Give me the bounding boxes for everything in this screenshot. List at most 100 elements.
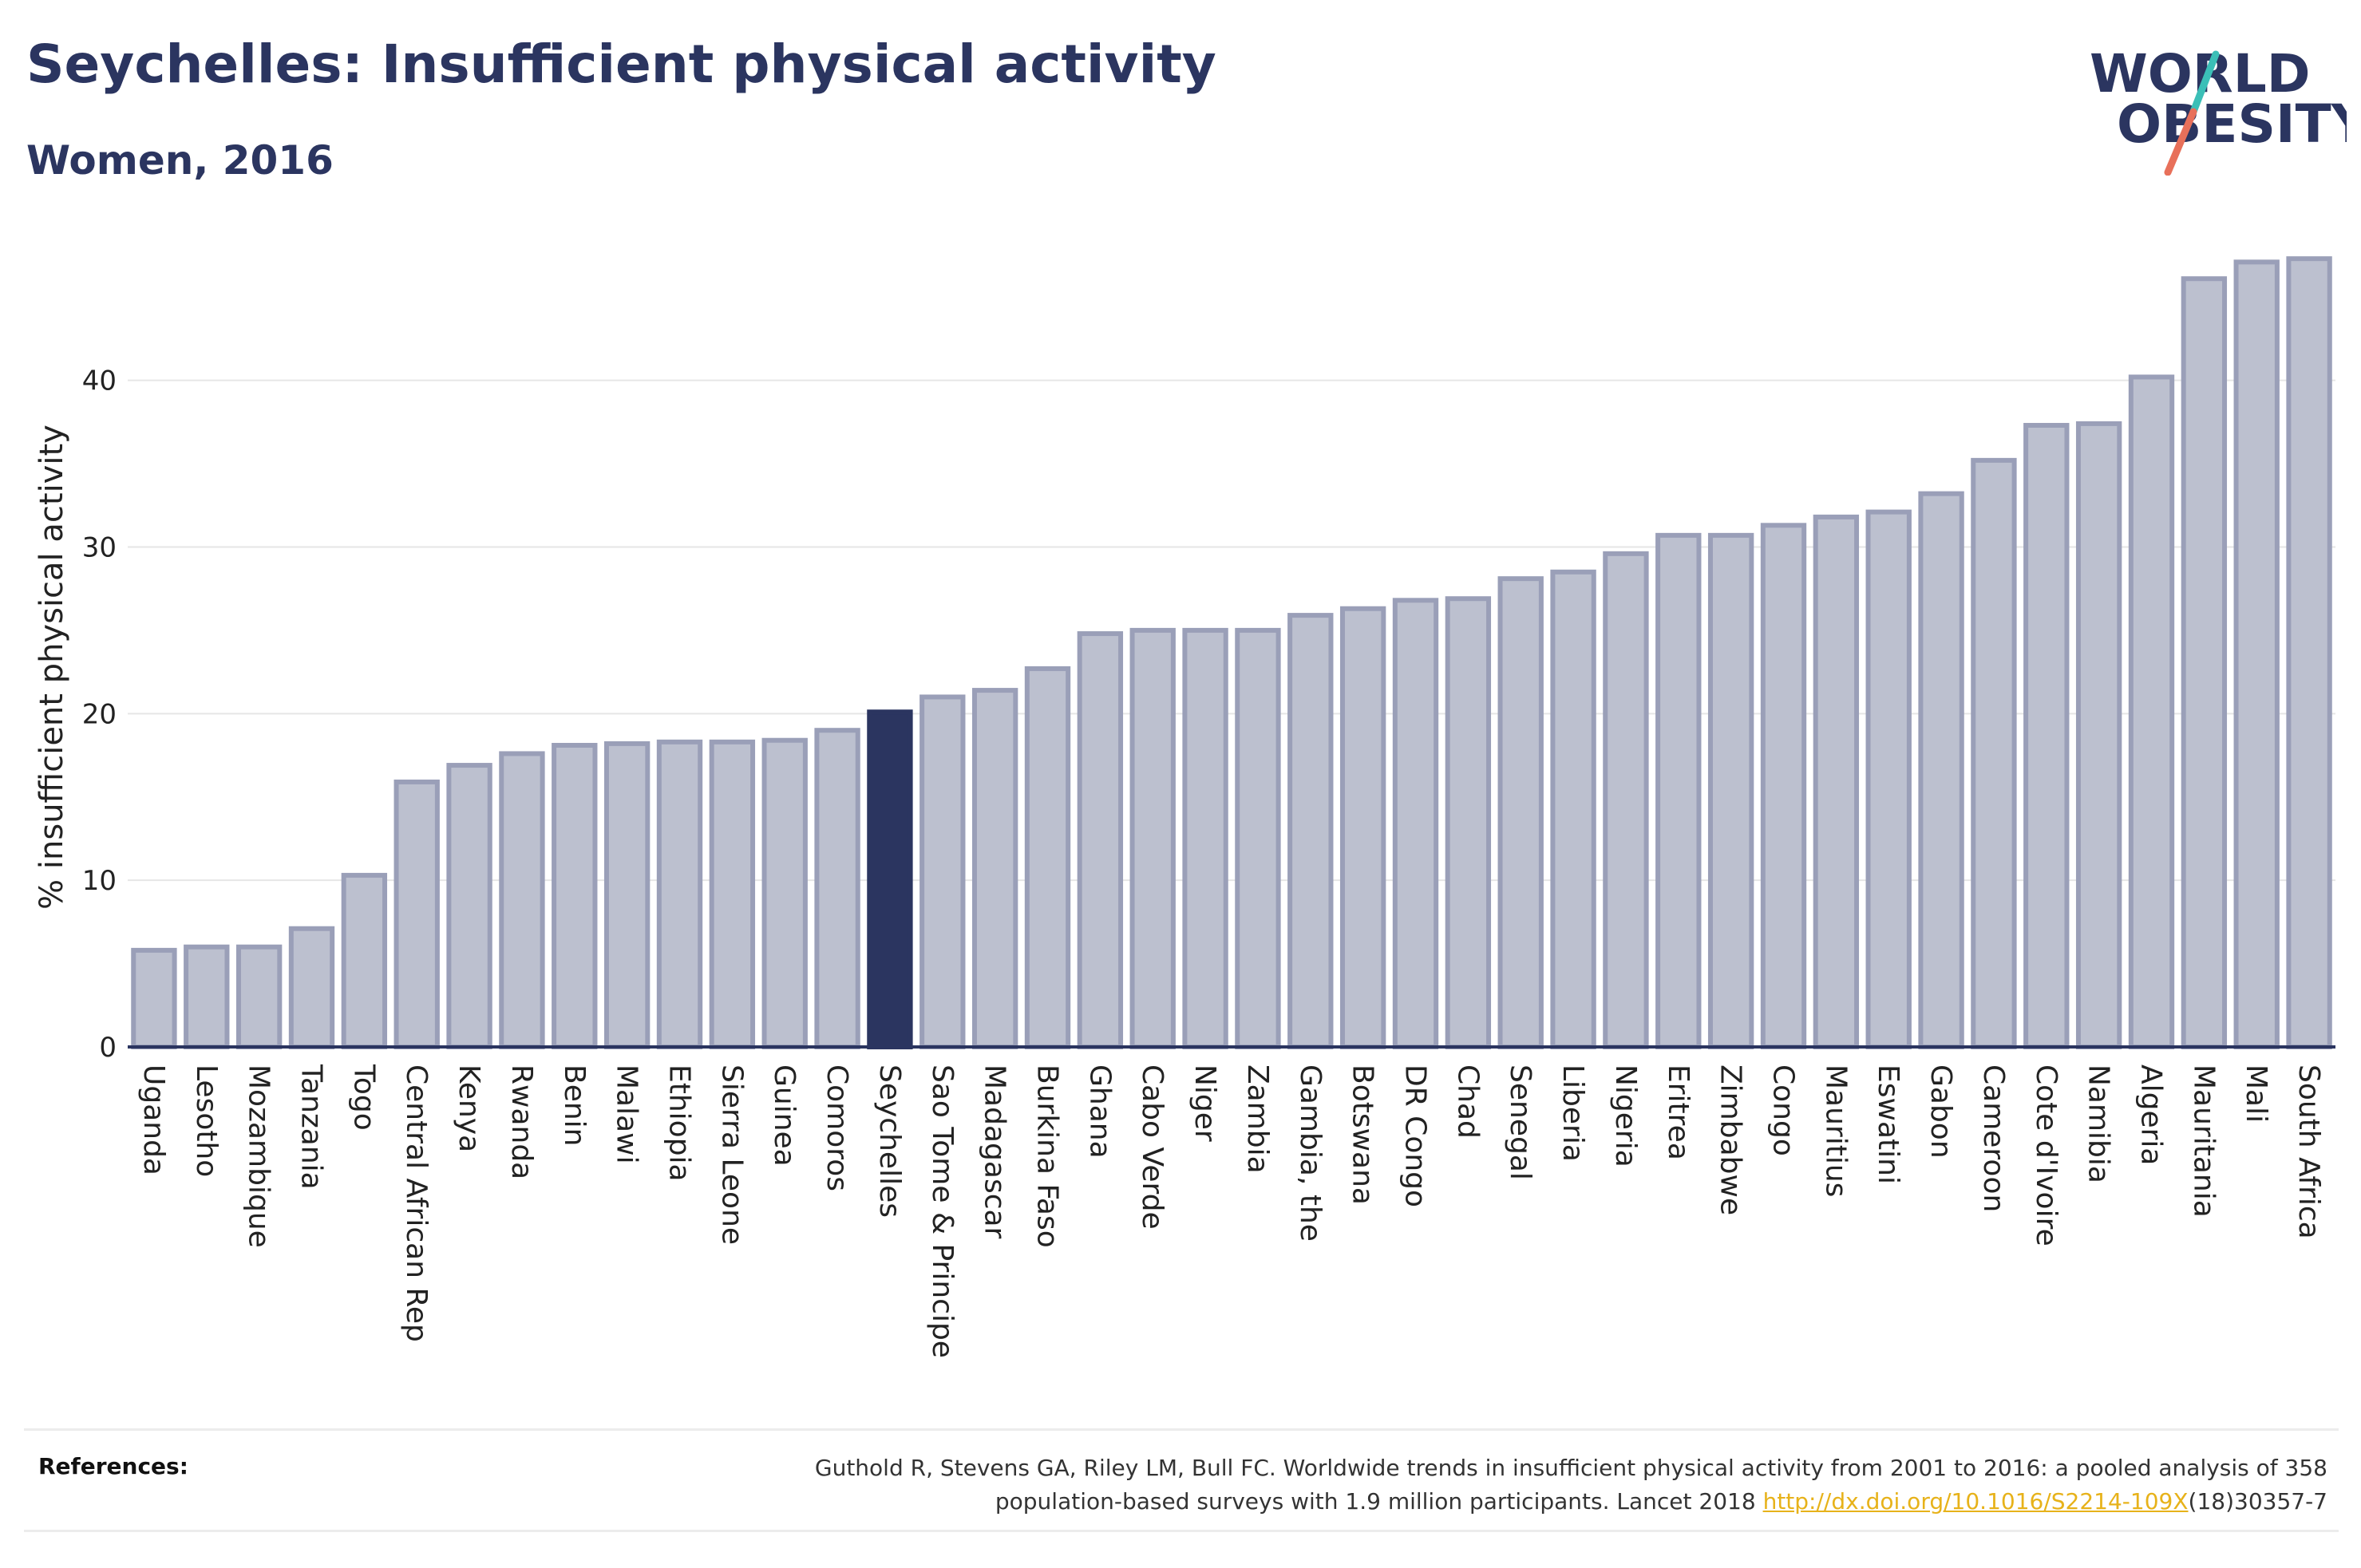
x-tick-label: Algeria [2135, 1064, 2168, 1166]
x-tick-label: Comoros [821, 1064, 853, 1191]
bar [1445, 596, 1492, 1049]
x-tick-label: Mali [2240, 1064, 2272, 1123]
x-tick-label: Liberia [1556, 1064, 1589, 1162]
x-tick-label: Ethiopia [663, 1064, 696, 1182]
x-tick-label: Niger [1188, 1064, 1221, 1142]
bar [394, 779, 440, 1049]
bar [814, 728, 860, 1049]
x-tick-label: Mozambique [243, 1064, 275, 1248]
bar [1287, 613, 1334, 1049]
x-tick-label: Gabon [1924, 1064, 1957, 1159]
x-tick-label: Mauritania [2187, 1064, 2220, 1218]
doi-link[interactable]: http://dx.doi.org/10.1016/S2214-109X [1762, 1488, 2189, 1515]
x-tick-label: Seychelles [873, 1064, 906, 1218]
y-tick-label: 40 [82, 365, 117, 397]
bar [1550, 569, 1596, 1049]
logo-text-obesity: OBESITY [2117, 93, 2347, 155]
x-tick-label: Guinea [768, 1064, 801, 1167]
y-tick-label: 30 [82, 531, 117, 563]
bar [1865, 509, 1912, 1049]
bar [235, 944, 283, 1049]
bar [1024, 666, 1071, 1049]
bar [2181, 276, 2228, 1049]
bar [131, 947, 177, 1049]
x-tick-label: Cameroon [1977, 1064, 2010, 1212]
bar-chart: 0 10 20 30 40 % insufficient physical activit… [34, 256, 2335, 1358]
bar [1918, 491, 1964, 1049]
x-tick-label: Sierra Leone [715, 1064, 748, 1245]
bar [1235, 627, 1281, 1049]
x-tick-label: Togo [347, 1064, 380, 1131]
chart-title: Seychelles: Insufficient physical activi… [26, 34, 1216, 95]
x-tick-label: Zambia [1241, 1064, 1274, 1174]
x-tick-label: Benin [558, 1064, 591, 1146]
x-tick-label: Mauritius [1819, 1064, 1852, 1197]
bar [1971, 457, 2017, 1049]
bar [1129, 627, 1176, 1049]
bar [2075, 421, 2122, 1049]
references-box: References: Guthold R, Stevens GA, Riley… [24, 1428, 2339, 1532]
x-tick-label: Tanzania [295, 1064, 328, 1190]
x-tick-label: Botswana [1347, 1064, 1379, 1205]
logo-slash-teal [2189, 50, 2220, 116]
x-tick-label: Sao Tome & Principe [926, 1064, 959, 1358]
x-tick-label: Namibia [2082, 1064, 2115, 1183]
x-tick-label: South Africa [2292, 1064, 2325, 1239]
reference-line-1: Guthold R, Stevens GA, Riley LM, Bull FC… [814, 1455, 2327, 1481]
chart-subtitle: Women, 2016 [26, 137, 334, 184]
bar [552, 742, 598, 1049]
bar [1707, 532, 1754, 1049]
logo-slash-coral [2164, 108, 2197, 176]
x-tick-label: Eswatini [1872, 1064, 1904, 1184]
x-tick-label: Kenya [453, 1064, 485, 1152]
x-tick-label: Ghana [1083, 1064, 1116, 1159]
y-tick-label: 10 [82, 865, 117, 897]
bar [1182, 627, 1228, 1049]
x-tick-label: Gambia, the [1294, 1064, 1327, 1242]
bar [709, 739, 756, 1050]
y-axis-label: % insufficient physical activity [34, 425, 70, 910]
bar [2233, 259, 2280, 1049]
x-tick-label: Cabo Verde [1136, 1064, 1169, 1230]
bar [341, 872, 388, 1049]
x-tick-label: Chad [1451, 1064, 1484, 1139]
x-tick-label: Central African Rep [400, 1064, 433, 1342]
y-tick-label: 0 [99, 1032, 117, 1064]
x-tick-label: Rwanda [505, 1064, 538, 1179]
x-tick-label: Malawi [611, 1064, 643, 1164]
bar [1603, 551, 1649, 1049]
x-tick-label: Nigeria [1609, 1064, 1642, 1167]
x-tick-label: DR Congo [1399, 1064, 1432, 1207]
x-tick-label: Madagascar [979, 1064, 1011, 1239]
x-tick-label: Burkina Faso [1031, 1064, 1064, 1248]
bar [2286, 256, 2332, 1050]
bar [446, 763, 492, 1049]
x-tick-label: Cote d'Ivoire [2030, 1064, 2062, 1246]
bar [1077, 631, 1124, 1049]
reference-line-2-prefix: population-based surveys with 1.9 millio… [995, 1488, 1763, 1515]
x-tick-label: Eritrea [1662, 1064, 1695, 1160]
bar [1760, 523, 1807, 1049]
references-label: References: [38, 1453, 188, 1479]
bar [867, 709, 913, 1049]
y-tick-label: 20 [82, 698, 117, 730]
bar [1813, 514, 1860, 1049]
bar [1497, 576, 1544, 1049]
x-tick-label: Zimbabwe [1714, 1064, 1747, 1215]
reference-line-2-suffix: (18)30357-7 [2188, 1488, 2327, 1515]
bar [499, 751, 545, 1049]
bar [1655, 532, 1702, 1049]
references-text: Guthold R, Stevens GA, Riley LM, Bull FC… [492, 1451, 2327, 1519]
bar [2128, 374, 2175, 1050]
x-tick-label: Uganda [137, 1064, 170, 1175]
x-tick-label: Senegal [1504, 1064, 1536, 1180]
world-obesity-logo: WORLD OBESITY [2090, 43, 2347, 176]
bar [288, 926, 335, 1049]
bar [1392, 598, 1439, 1049]
bar [656, 739, 703, 1050]
bar [919, 694, 966, 1049]
bar [971, 688, 1018, 1049]
x-tick-label: Congo [1767, 1064, 1800, 1156]
bar [1339, 606, 1386, 1049]
bar [761, 737, 808, 1049]
